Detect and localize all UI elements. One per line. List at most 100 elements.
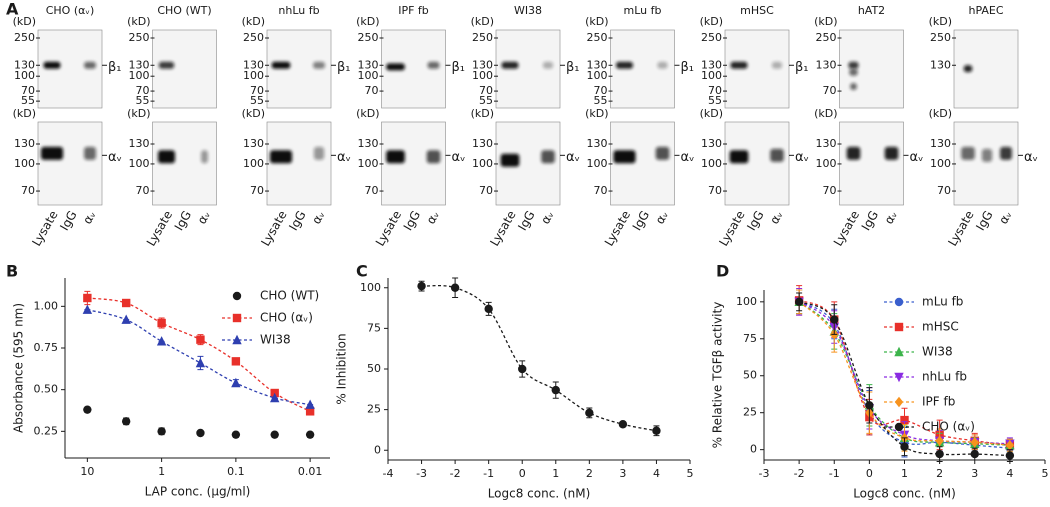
kd-tick-label: 130 (472, 137, 493, 150)
marker (270, 430, 279, 439)
kd-tick-label: 55 (250, 94, 264, 107)
marker (935, 435, 944, 446)
lane-label: IgG (859, 208, 881, 233)
kd-tick-label: 130 (930, 137, 951, 150)
kd-unit: (kD) (127, 15, 150, 28)
x-tick-label: -2 (450, 467, 461, 480)
blot-membrane (37, 121, 103, 206)
y-tick-label: 100 (736, 295, 757, 308)
blot-membrane (266, 29, 332, 109)
y-tick-label: 0 (750, 443, 757, 456)
kd-tick-label: 130 (358, 58, 379, 71)
lane-label: Lysate (831, 208, 862, 248)
y-tick-label: 25 (743, 406, 757, 419)
kd-tick-label: 130 (587, 137, 608, 150)
kd-tick-label: 250 (930, 31, 951, 44)
marker (484, 304, 493, 314)
y-tick-label: 100 (360, 281, 381, 294)
marker (794, 297, 804, 307)
kd-tick-label: 250 (587, 31, 608, 44)
legend-marker (894, 322, 904, 332)
lane-label: IgG (973, 208, 995, 233)
marker (196, 428, 205, 438)
x-tick-label: -3 (759, 467, 770, 480)
kd-tick-label: 55 (21, 94, 35, 107)
x-tick-label: -1 (483, 467, 494, 480)
band (426, 150, 441, 164)
band (500, 153, 520, 167)
band (313, 61, 325, 69)
kd-unit: (kD) (700, 15, 723, 28)
lane-label: Lysate (144, 208, 175, 248)
band-label: β₁ (337, 60, 351, 75)
legend-label: mHSC (922, 320, 959, 334)
marker (83, 405, 92, 414)
kd-tick-label: 70 (823, 184, 837, 197)
blot-title: mLu fb (624, 4, 662, 17)
band (850, 83, 857, 91)
kd-tick-label: 130 (129, 58, 150, 71)
kd-tick-label: 100 (816, 157, 837, 170)
lane-label: Lysate (602, 208, 633, 248)
x-axis-label: Logc8 conc. (nM) (488, 487, 591, 501)
kd-tick-label: 250 (358, 31, 379, 44)
legend-label: CHO (WT) (260, 289, 319, 303)
band (655, 146, 670, 160)
lane-label: αᵥ (195, 208, 214, 226)
kd-tick-label: 100 (358, 69, 379, 82)
kd-unit: (kD) (929, 15, 952, 28)
marker (970, 437, 979, 448)
blot-membrane (724, 121, 790, 206)
blot-title: IPF fb (398, 4, 429, 17)
legend-label: WI38 (922, 345, 953, 359)
marker (935, 449, 944, 459)
kd-unit: (kD) (127, 107, 150, 120)
kd-tick-label: 100 (701, 69, 722, 82)
kd-tick-label: 100 (243, 157, 264, 170)
x-tick-label: 5 (1042, 467, 1049, 480)
kd-tick-label: 130 (816, 58, 837, 71)
kd-tick-label: 130 (587, 58, 608, 71)
x-tick-label: 2 (936, 467, 943, 480)
blot-title: CHO (αᵥ) (46, 4, 95, 17)
kd-tick-label: 70 (136, 184, 150, 197)
kd-tick-label: 70 (823, 84, 837, 97)
band (201, 150, 208, 164)
x-axis-label: Logc8 conc. (nM) (853, 487, 956, 501)
lane-label: αᵥ (882, 208, 901, 226)
kd-tick-label: 130 (358, 137, 379, 150)
blot-membrane (266, 121, 332, 206)
legend-label: WI38 (260, 333, 291, 347)
y-axis-label: % Relative TGFβ activity (711, 302, 725, 449)
blot-membrane (839, 29, 904, 109)
lane-label: Lysate (487, 208, 518, 248)
marker (900, 415, 909, 425)
blot-membrane (953, 29, 1019, 109)
band-label: αᵥ (566, 150, 580, 165)
kd-tick-label: 130 (243, 137, 264, 150)
y-tick-label: 0.50 (34, 383, 59, 396)
kd-unit: (kD) (471, 15, 494, 28)
blot-membrane (953, 121, 1019, 206)
y-tick-label: 0.25 (34, 424, 59, 437)
band-label: β₁ (681, 60, 695, 75)
kd-unit: (kD) (814, 15, 837, 28)
kd-tick-label: 130 (816, 137, 837, 150)
x-tick-label: 0.01 (298, 465, 323, 478)
marker (518, 364, 527, 374)
band (313, 146, 325, 160)
y-tick-label: 50 (367, 362, 381, 375)
band-label: αᵥ (108, 150, 122, 165)
kd-tick-label: 100 (358, 157, 379, 170)
y-tick-label: 1.00 (34, 299, 59, 312)
kd-unit: (kD) (13, 107, 36, 120)
y-axis-label: % Inhibition (335, 333, 349, 404)
marker (970, 449, 979, 459)
x-tick-label: -4 (383, 467, 394, 480)
kd-unit: (kD) (13, 15, 36, 28)
blot-membrane (839, 121, 904, 206)
x-tick-label: 10 (80, 465, 94, 478)
x-tick-label: -1 (829, 467, 840, 480)
band-label: β₁ (795, 60, 809, 75)
kd-tick-label: 55 (594, 94, 608, 107)
